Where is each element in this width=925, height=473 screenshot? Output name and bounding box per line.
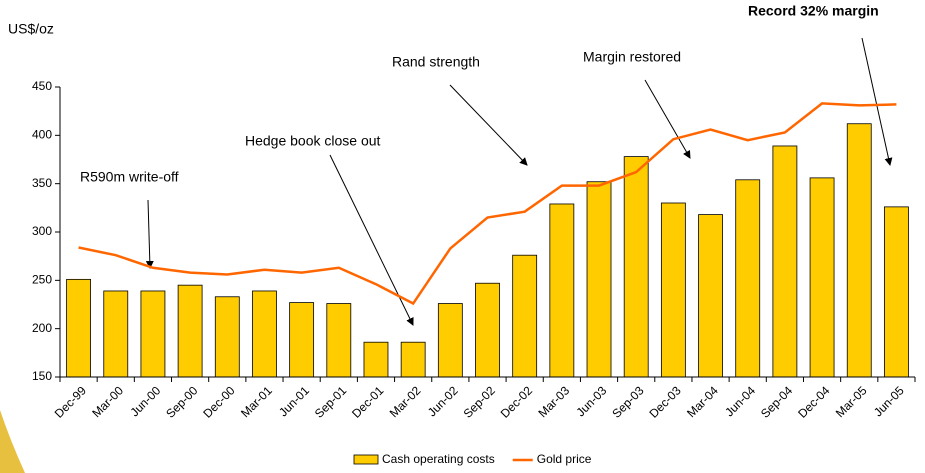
bar <box>512 254 538 378</box>
x-tick-label: Mar-00 <box>89 383 126 420</box>
bar <box>103 290 129 378</box>
bar <box>623 156 649 378</box>
x-tick-label: Jun-04 <box>722 383 758 419</box>
annotation: Margin restored <box>583 49 681 65</box>
annotation-arrow <box>145 199 154 269</box>
bar <box>475 282 500 378</box>
bar <box>177 284 203 378</box>
x-tick-label: Dec-99 <box>52 383 89 420</box>
annotation-arrow <box>329 154 414 326</box>
y-tick-label: 350 <box>32 176 52 190</box>
bar <box>549 203 575 378</box>
bar <box>586 181 612 378</box>
annotation: R590m write-off <box>80 169 179 185</box>
bar <box>809 177 835 378</box>
bar <box>772 145 798 378</box>
bar <box>400 341 426 378</box>
bar <box>846 123 872 378</box>
bar <box>884 206 909 378</box>
legend-swatch <box>353 454 379 465</box>
x-tick-label: Mar-01 <box>238 383 275 420</box>
x-tick-label: Mar-05 <box>833 383 870 420</box>
x-tick-label: Sep-04 <box>758 383 795 420</box>
bar <box>66 278 91 378</box>
bar <box>698 214 723 378</box>
annotation: Record 32% margin <box>748 3 879 19</box>
y-tick-label: 400 <box>32 128 52 142</box>
x-tick-label: Dec-00 <box>200 383 237 420</box>
x-tick-label: Jun-00 <box>127 383 163 419</box>
y-tick-label: 450 <box>32 79 52 93</box>
x-tick-label: Dec-03 <box>646 383 683 420</box>
y-axis-label: US$/oz <box>8 21 54 37</box>
x-tick-label: Sep-03 <box>609 383 646 420</box>
bar <box>735 179 761 378</box>
bar <box>140 290 166 378</box>
decoration <box>0 410 25 473</box>
x-tick-label: Sep-00 <box>163 383 200 420</box>
x-tick-label: Dec-02 <box>498 383 535 420</box>
x-tick-label: Jun-01 <box>276 383 312 419</box>
x-tick-label: Mar-03 <box>535 383 572 420</box>
bar <box>363 341 389 378</box>
x-tick-label: Jun-02 <box>425 383 461 419</box>
y-tick-label: 150 <box>32 369 52 383</box>
bar <box>289 302 315 378</box>
legend-label: Cash operating costs <box>382 452 495 466</box>
annotation: Rand strength <box>392 54 480 70</box>
x-tick-label: Dec-04 <box>795 383 832 420</box>
y-tick-label: 250 <box>32 273 52 287</box>
annotation-arrow <box>861 37 893 166</box>
annotation-arrow <box>449 84 528 166</box>
x-tick-label: Sep-02 <box>461 383 498 420</box>
x-tick-label: Mar-04 <box>684 383 721 420</box>
bar <box>326 303 352 378</box>
x-tick-label: Mar-02 <box>387 383 424 420</box>
y-tick-label: 200 <box>32 321 52 335</box>
bar <box>252 290 277 378</box>
legend-label: Gold price <box>537 452 592 466</box>
annotation: Hedge book close out <box>245 133 381 149</box>
bar <box>214 296 240 378</box>
bar <box>660 202 686 378</box>
x-tick-label: Dec-01 <box>349 383 386 420</box>
line <box>78 102 897 306</box>
annotation-arrow <box>644 79 691 159</box>
y-tick-label: 300 <box>32 224 52 238</box>
x-tick-label: Jun-05 <box>871 383 907 419</box>
bar <box>437 303 463 378</box>
x-tick-label: Jun-03 <box>574 383 610 419</box>
x-tick-label: Sep-01 <box>312 383 349 420</box>
